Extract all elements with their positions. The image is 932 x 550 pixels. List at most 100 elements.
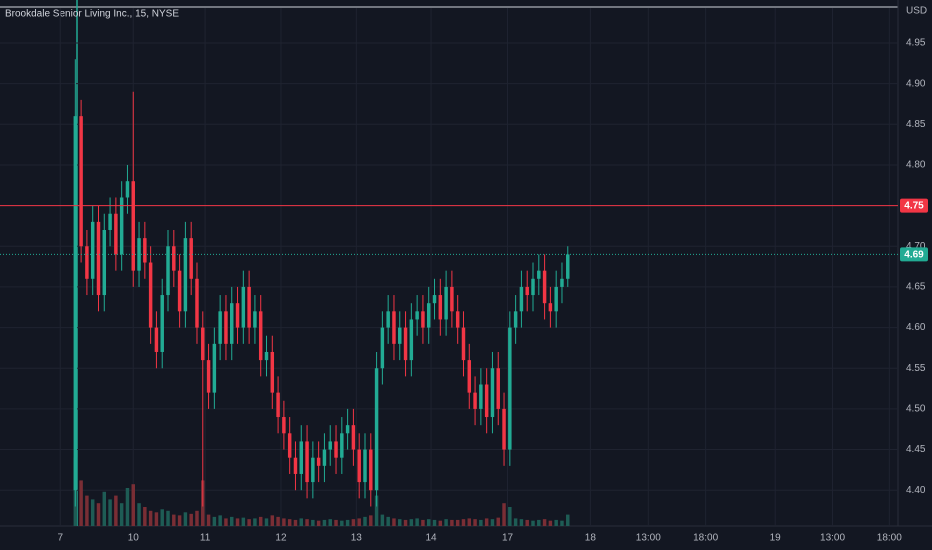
volume-bar <box>473 519 477 526</box>
x-tick-label: 18:00 <box>693 533 718 544</box>
volume-bar <box>455 519 460 526</box>
candle-body <box>247 286 251 328</box>
volume-bar <box>241 517 246 526</box>
x-tick-label: 18 <box>585 533 597 544</box>
volume-bar <box>189 513 193 526</box>
candle-body <box>276 392 280 418</box>
volume-bar <box>426 519 431 526</box>
y-tick-label: 4.50 <box>906 404 926 415</box>
volume-bar <box>287 519 292 526</box>
volume-bar <box>258 516 263 526</box>
candle-body <box>403 327 408 361</box>
volume-bar <box>548 520 553 526</box>
volume-bar <box>108 499 112 526</box>
candle-body <box>287 433 292 458</box>
volume-bar <box>311 519 315 526</box>
candle-body <box>102 230 107 296</box>
volume-bar <box>438 520 443 526</box>
candle-body <box>374 368 379 491</box>
candle-body <box>334 441 338 458</box>
volume-bar <box>177 515 182 526</box>
candle-body <box>270 351 275 393</box>
volume-bar <box>537 519 541 526</box>
price-badge <box>900 247 928 262</box>
candle-body <box>137 238 141 271</box>
candle-body <box>450 286 454 312</box>
volume-bar <box>328 519 332 526</box>
volume-bar <box>235 518 240 526</box>
volume-bar <box>282 518 286 526</box>
volume-bar <box>525 519 529 526</box>
volume-bar <box>322 519 327 526</box>
price-badge-label: 4.75 <box>904 201 924 212</box>
volume-bar <box>316 520 321 526</box>
candle-body <box>166 246 170 296</box>
volume-bar <box>334 519 338 526</box>
candle-body <box>172 246 176 271</box>
volume-bar <box>490 519 495 526</box>
candle-body <box>369 449 373 491</box>
volume-bar <box>264 518 269 526</box>
candle-body <box>154 327 159 352</box>
currency-label: USD <box>906 6 927 17</box>
volume-bar <box>218 515 222 526</box>
candle-body <box>235 303 240 328</box>
price-badge-label: 4.69 <box>904 250 924 261</box>
candle-body <box>432 295 437 304</box>
candle-body <box>206 360 211 393</box>
volume-bar <box>479 519 483 526</box>
volume-bar <box>560 520 564 526</box>
y-tick-label: 4.85 <box>906 119 926 130</box>
candle-body <box>525 286 529 296</box>
volume-bar <box>398 519 402 526</box>
candle-body <box>415 311 419 320</box>
candle-body <box>548 303 553 312</box>
volume-bar <box>293 519 298 526</box>
volume-bar <box>212 516 217 526</box>
candle-body <box>560 278 564 287</box>
chart-title: Brookdale Senior Living Inc., 15, NYSE <box>5 9 179 20</box>
volume-bar <box>131 484 135 526</box>
candle-body <box>212 343 217 393</box>
volume-bar <box>137 503 141 526</box>
y-tick-label: 4.95 <box>906 38 926 49</box>
x-tick-label: 10 <box>128 533 140 544</box>
candle-body <box>328 441 332 450</box>
candle-body <box>299 441 304 474</box>
y-tick-label: 4.40 <box>906 485 926 496</box>
volume-bar <box>351 519 356 526</box>
volume-bar <box>247 519 251 526</box>
candle-body <box>479 384 483 409</box>
x-tick-label: 12 <box>275 533 287 544</box>
x-tick-label: 19 <box>770 533 782 544</box>
volume-bar <box>340 520 344 526</box>
candle-body <box>241 286 246 328</box>
candle-body <box>224 311 228 344</box>
y-tick-label: 4.45 <box>906 444 926 455</box>
candle-body <box>108 213 112 230</box>
candle-body <box>79 116 83 247</box>
volume-bar <box>299 518 304 526</box>
volume-bar <box>125 488 130 526</box>
candle-body <box>566 254 570 279</box>
volume-bar <box>79 480 83 526</box>
candle-body <box>143 238 147 263</box>
volume-bar <box>345 519 350 526</box>
volume-bar <box>160 509 164 526</box>
x-tick-label: 7 <box>57 533 63 544</box>
x-tick-label: 13:00 <box>636 533 661 544</box>
volume-bar <box>392 518 396 526</box>
candle-body <box>473 392 477 409</box>
volume-bar <box>542 519 547 526</box>
candle-body <box>502 408 506 450</box>
candle-body <box>455 311 460 328</box>
candle-body <box>438 295 443 320</box>
volume-bar <box>496 517 500 526</box>
volume-bar <box>386 516 390 526</box>
volume-bar <box>166 510 170 526</box>
candle-body <box>484 384 489 418</box>
volume-bar <box>172 514 176 526</box>
candle-body <box>519 286 524 312</box>
volume-bar <box>380 514 385 526</box>
